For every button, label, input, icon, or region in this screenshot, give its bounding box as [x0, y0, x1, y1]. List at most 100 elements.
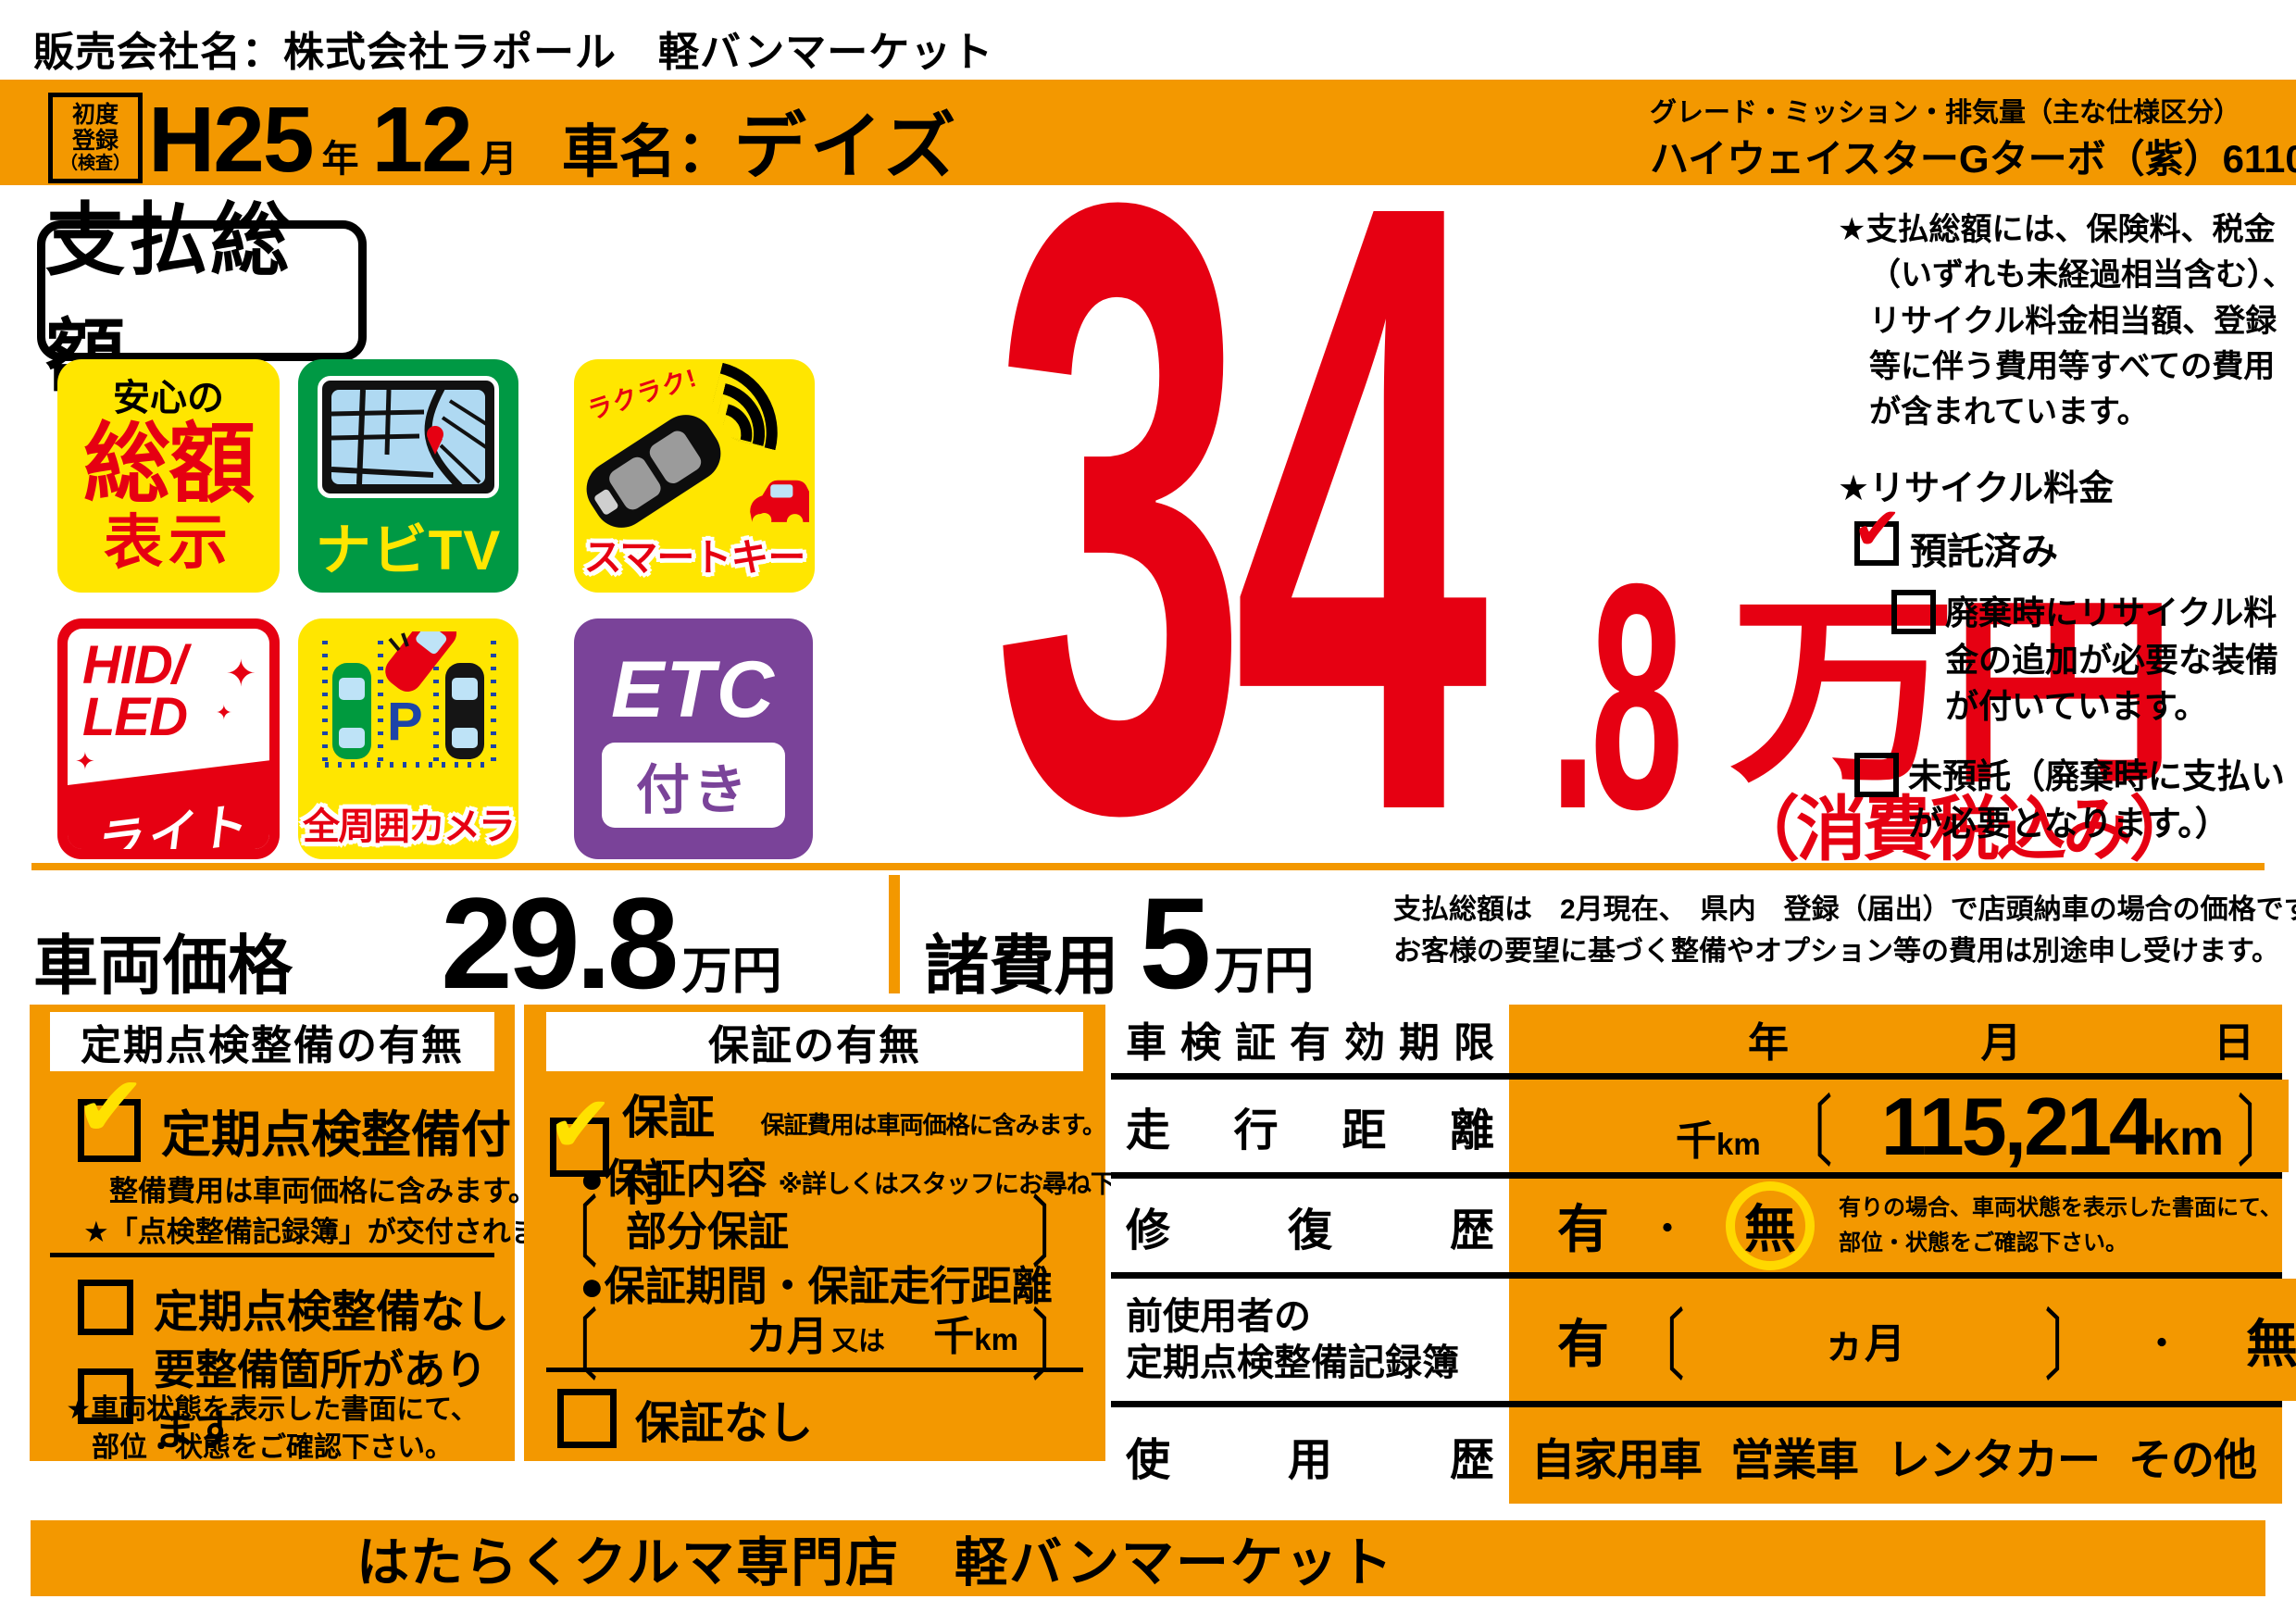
bracket-close: 〕 [1031, 1189, 1083, 1277]
header-bar [0, 80, 2296, 185]
tax-included-note: （消費税込み） [1729, 791, 2200, 869]
fees-unit: 万円 [1214, 943, 1315, 999]
bracket-open: 〔 [546, 1302, 598, 1390]
unit-day: 日 [2214, 1020, 2254, 1066]
total-price-display-badge: 安心の 総額 表示 [57, 359, 280, 593]
warranty-or: 又は [831, 1327, 886, 1356]
sparkle-icon: ✦ [215, 701, 232, 724]
badge-etc-line1: ETC [611, 645, 776, 734]
maintenance-panel-title: 定期点検整備の有無 [50, 1012, 494, 1071]
badge-anshin-line3: 表示 [104, 509, 233, 576]
row-label-line1: 前使用者の [1126, 1296, 1311, 1337]
smart-key-badge: ラクラク! スマートキー [574, 359, 815, 593]
vehicle-price-unit: 万円 [681, 943, 782, 999]
bracket-close: 〕 [2044, 1301, 2096, 1390]
total-payment-badge: 支払総額 [37, 196, 367, 401]
checkbox-needs-maintenance: 要整備箇所があります [78, 1336, 515, 1456]
checkbox-icon [78, 1368, 133, 1424]
reg-month-unit: 月 [480, 139, 518, 180]
total-price-integer: 34 [992, 24, 1489, 992]
row-label: 使用歴 [1126, 1436, 1494, 1485]
store-name: はたらくクルマ専門店 軽バンマーケット [356, 1533, 1394, 1593]
vehicle-price-label: 車両価格 [33, 930, 293, 1002]
etc-tsuki-box: 付き [602, 743, 785, 828]
footer-bar: はたらくクルマ専門店 軽バンマーケット [31, 1520, 2265, 1596]
checkbox-icon [1854, 752, 1899, 797]
table-row-shaken-expiry: 車検証有効期限 年 月 日 [1111, 1005, 2282, 1080]
usage-private: 自家用車 [1531, 1434, 1703, 1484]
checkbox-icon [1891, 590, 1936, 635]
fees-value: 5 [1139, 870, 1211, 1016]
bracket-open: 〔 [1780, 1087, 1833, 1176]
side-notes: ★支払総額には、保険料、税金（いずれも未経過相当含む）、リサイクル料金相当額、登… [1838, 207, 2296, 848]
checkbox-not-deposited: 未預託（廃棄時に支払いが必要となります。） [1854, 752, 2296, 849]
parking-p-mark: P [387, 692, 423, 752]
table-row-repair-history: 修復歴 有 ・ 無 有りの場合、車両状態を表示した書面にて、 部位・状態をご確認… [1111, 1179, 2282, 1279]
warranty-content-value-row: 〔 部分保証 〕 [546, 1189, 1083, 1277]
divider [50, 1253, 494, 1257]
seller-company-line: 販売会社名：株式会社ラポール 軽バンマーケット [33, 30, 994, 75]
checkbox-icon: ✔ [1853, 499, 1903, 567]
maintenance-panel: 定期点検整備の有無 ✔ 定期点検整備付 整備費用は車両価格に含みます。 ★「点検… [30, 1005, 594, 1463]
total-price-decimal: .8 [1550, 517, 1683, 876]
badge-anshin-line1: 安心の [113, 378, 224, 418]
first-reg-line3: （検査） [59, 154, 131, 174]
checkbox-icon: ✔ [547, 1085, 614, 1177]
around-view-camera-badge: P 全周囲カメラ [298, 618, 518, 859]
repair-note: 有りの場合、車両状態を表示した書面にて、 部位・状態をご確認下さい。 [1839, 1195, 2282, 1255]
warranty-fee-note: 保証費用は車両価格に含みます。 [760, 1111, 1106, 1139]
light-band: ライト [68, 759, 269, 849]
table-row-mileage: 走行距離 千 km 〔 115,214 km 〕 [1111, 1080, 2289, 1179]
registration-title-row: H25 年 12 月 車名： デイズ [148, 80, 959, 194]
reg-year: H25 [148, 88, 314, 192]
grade-caption: グレード・ミッション・排気量（主な仕様区分） [1650, 98, 2241, 128]
usage-commercial: 営業車 [1730, 1434, 1859, 1484]
bracket-close: 〕 [1031, 1302, 1083, 1390]
maintenance-note1: 整備費用は車両価格に含みます。 [109, 1175, 537, 1207]
grade-value: ハイウェイスターGターボ（紫）6110 [1650, 137, 2296, 181]
checkbox-no-warranty: 保証なし [557, 1386, 813, 1451]
sparkle-icon: ✦ [75, 747, 95, 775]
car-name: デイズ [733, 106, 960, 187]
first-registration-box: 初度 登録 （検査） [48, 93, 143, 183]
check-icon: ✔ [1853, 495, 1903, 563]
fees-label: 諸費用 [924, 930, 1119, 1002]
total-price-explanation: ★支払総額には、保険料、税金（いずれも未経過相当含む）、リサイクル料金相当額、登… [1838, 212, 2294, 431]
bracket-open: 〔 [546, 1189, 598, 1277]
unit-month: 月 [1980, 1020, 2022, 1066]
check-icon: ✔ [547, 1081, 615, 1169]
price-breakdown-row: 車両価格 29.8 万円 諸費用 5 万円 [33, 868, 1315, 1016]
warranty-content-value: 部分保証 [626, 1208, 789, 1255]
etc-badge: ETC 付き [574, 618, 813, 859]
badge-navi-label: ナビTV [315, 519, 502, 581]
mileage-value: 115,214 [1880, 1081, 2154, 1172]
inspection-table: 車検証有効期限 年 月 日 走行距離 千 km 〔 115,214 km 〕 修… [1111, 1005, 2296, 1504]
circle-mark-icon: 無 [1726, 1181, 1816, 1270]
usage-other: その他 [2128, 1434, 2257, 1484]
warranty-km-unit-sub: km [974, 1322, 1018, 1356]
checkbox-icon [78, 1280, 133, 1335]
row-label: 車検証有効期限 [1126, 1020, 1494, 1066]
badge-anshin-line2: 総額 [82, 415, 256, 512]
check-icon: ✔ [75, 1059, 147, 1155]
parking-diagram-icon [318, 618, 499, 777]
checkbox-icon: ✔ [75, 1065, 146, 1162]
checkbox-disposal-extra: 廃棄時にリサイクル料金の追加が必要な装備が付いています。 [1891, 590, 2296, 730]
checkbox-icon [557, 1389, 617, 1448]
badge-hid-line3: ライト [90, 798, 252, 849]
maintenance-footnote: ★車両状態を表示した書面にて、 部位・状態をご確認下さい。 [66, 1394, 479, 1463]
warranty-panel: 保証の有無 ✔ 保証付 保証費用は車両価格に含みます。 ●保証内容 ※詳しくはス… [524, 1005, 1188, 1461]
bracket-close: 〕 [2237, 1087, 2289, 1176]
mileage-unit: km [2151, 1110, 2224, 1166]
maintenance-note2: ★「点検整備記録簿」が交付されます。 [83, 1216, 594, 1248]
sparkle-icon: ✦ [225, 654, 256, 694]
first-reg-line1: 初度 [71, 102, 119, 129]
reg-month: 12 [371, 88, 472, 192]
repair-yes: 有 [1557, 1200, 1609, 1258]
checkbox-warranty-included: ✔ 保証付 保証費用は車両価格に含みます。 [547, 1081, 1106, 1210]
mileage-prefix: 千 [1676, 1118, 1716, 1164]
row-label-line2: 定期点検整備記録簿 [1126, 1343, 1459, 1383]
usage-rental: レンタカー [1887, 1434, 2101, 1484]
table-row-previous-records: 前使用者の 定期点検整備記録簿 有 〔 ヵ月 〕 ・ 無 [1111, 1279, 2296, 1407]
